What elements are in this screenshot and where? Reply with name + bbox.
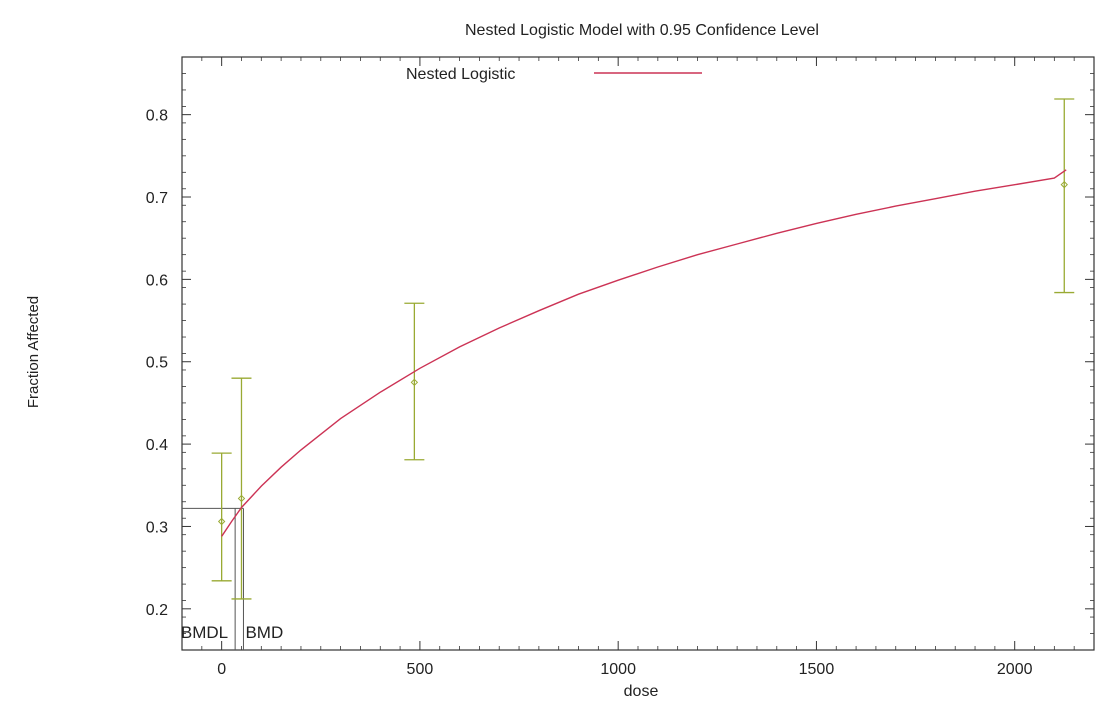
- legend: Nested Logistic: [406, 66, 702, 83]
- plot-frame: [181, 56, 1095, 651]
- x-tick-labels: 0 500 1000 1500 2000: [217, 661, 1032, 678]
- y-tick-label: 0.4: [146, 437, 168, 454]
- x-axis-label: dose: [624, 683, 659, 700]
- data-point: [410, 378, 419, 387]
- x-tick-label: 0: [217, 661, 226, 678]
- y-tick-label: 0.3: [146, 519, 168, 536]
- x-tick-label: 2000: [997, 661, 1033, 678]
- model-curve-group: [221, 169, 1067, 537]
- data-point: [1060, 180, 1068, 189]
- bmd-lines: [182, 507, 244, 650]
- y-tick-label: 0.6: [146, 272, 168, 289]
- x-tick-label: 500: [407, 661, 434, 678]
- x-tick-label: 1500: [799, 661, 835, 678]
- annotations: BMDL BMD: [181, 623, 283, 642]
- legend-label: Nested Logistic: [406, 66, 515, 83]
- data-point: [217, 517, 226, 526]
- bmdl-annotation: BMDL: [181, 623, 228, 642]
- axis-ticks: [181, 56, 1095, 651]
- error-bars: [211, 98, 1075, 600]
- y-tick-label: 0.2: [146, 602, 168, 619]
- chart-title: Nested Logistic Model with 0.95 Confiden…: [465, 22, 819, 39]
- x-tick-label: 1000: [600, 661, 636, 678]
- y-tick-label: 0.7: [146, 190, 168, 207]
- bmd-annotation: BMD: [245, 623, 283, 642]
- y-tick-label: 0.8: [146, 108, 168, 125]
- y-tick-labels: 0.2 0.3 0.4 0.5 0.6 0.7 0.8: [146, 108, 168, 619]
- y-axis-label: Fraction Affected: [25, 296, 42, 408]
- y-tick-label: 0.5: [146, 355, 168, 372]
- data-point: [237, 494, 246, 503]
- model-curve: [221, 169, 1067, 537]
